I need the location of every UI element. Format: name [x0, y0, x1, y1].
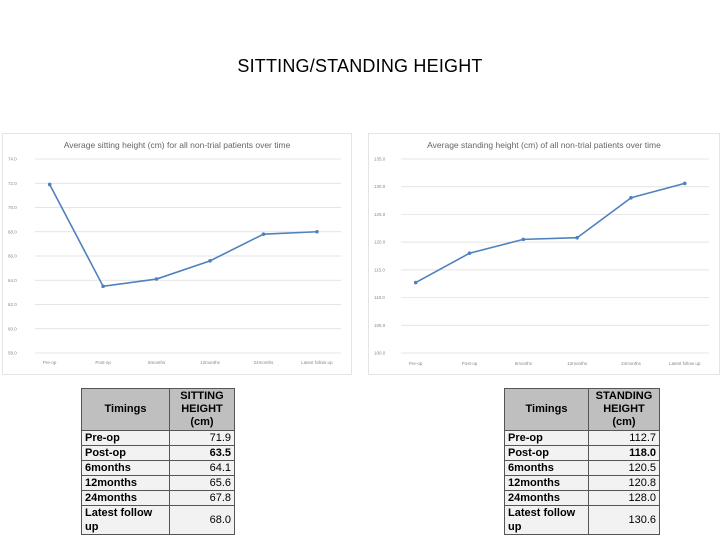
- row-value: 128.0: [588, 490, 660, 506]
- table-row: Latest follow up 68.0: [81, 505, 235, 535]
- x-tick-label: 12months: [200, 360, 221, 365]
- row-value: 68.0: [169, 505, 235, 535]
- row-value: 118.0: [588, 445, 660, 461]
- table-row: 24months 128.0: [504, 490, 660, 506]
- y-tick-label: 70.0: [8, 205, 17, 210]
- x-tick-label: Post-op: [462, 361, 478, 366]
- row-value: 120.8: [588, 475, 660, 491]
- data-point: [47, 182, 52, 187]
- x-tick-label: 24months: [254, 360, 275, 365]
- data-point: [682, 181, 687, 186]
- table-header-sitting-height: SITTING HEIGHT (cm): [169, 388, 235, 431]
- row-label: Latest follow up: [81, 505, 170, 535]
- table-row: Pre-op 71.9: [81, 430, 235, 446]
- x-tick-label: 24months: [621, 361, 642, 366]
- row-value: 63.5: [169, 445, 235, 461]
- x-tick-label: 6months: [148, 360, 166, 365]
- slide-title: SITTING/STANDING HEIGHT: [237, 56, 483, 76]
- y-tick-label: 64.0: [8, 278, 17, 283]
- y-tick-label: 105.0: [374, 323, 386, 328]
- y-tick-label: 58.0: [8, 351, 17, 356]
- data-point: [575, 235, 579, 240]
- row-value: 64.1: [169, 460, 235, 476]
- table-header-timings: Timings: [504, 388, 589, 431]
- row-label: 6months: [504, 460, 589, 476]
- row-label: 6months: [81, 460, 170, 476]
- header-line: SITTING: [180, 390, 224, 402]
- table-row: 12months 120.8: [504, 475, 660, 491]
- x-tick-label: Latest follow up: [301, 360, 333, 365]
- y-tick-label: 110.0: [374, 295, 385, 300]
- y-tick-label: 62.0: [8, 302, 17, 307]
- chart-title: Average standing height (cm) of all non-…: [427, 140, 661, 150]
- table-row: 6months 64.1: [81, 460, 235, 476]
- row-label: Latest follow up: [504, 505, 589, 535]
- data-point: [101, 284, 105, 289]
- x-tick-label: Post-op: [95, 360, 111, 365]
- y-tick-label: 120.0: [374, 240, 386, 245]
- standing-height-chart: Average standing height (cm) of all non-…: [368, 133, 720, 375]
- sitting-height-table: Timings SITTING HEIGHT (cm) Pre-op 71.9 P…: [81, 388, 235, 535]
- table-row: Latest follow up 130.6: [504, 505, 660, 535]
- y-tick-label: 66.0: [8, 254, 17, 259]
- y-tick-label: 60.0: [8, 326, 17, 331]
- y-tick-label: 100.0: [374, 351, 386, 356]
- data-point: [315, 229, 319, 234]
- x-tick-label: Pre-op: [409, 361, 423, 366]
- row-label: 24months: [504, 490, 589, 506]
- table-row: 6months 120.5: [504, 460, 660, 476]
- row-label: Pre-op: [504, 430, 589, 446]
- row-value: 120.5: [588, 460, 660, 476]
- header-line: HEIGHT: [181, 403, 223, 415]
- chart-svg: Average standing height (cm) of all non-…: [374, 140, 709, 366]
- sitting-height-chart: Average sitting height (cm) for all non-…: [2, 133, 352, 375]
- row-value: 67.8: [169, 490, 235, 506]
- row-label: 24months: [81, 490, 170, 506]
- table-row: Post-op 63.5: [81, 445, 235, 461]
- data-point: [261, 232, 266, 236]
- data-point: [208, 259, 212, 263]
- table-row: 12months 65.6: [81, 475, 235, 491]
- row-label: Pre-op: [81, 430, 170, 446]
- table-header-standing-height: STANDING HEIGHT (cm): [588, 388, 660, 431]
- chart-svg: Average sitting height (cm) for all non-…: [8, 140, 341, 365]
- table-row: Pre-op 112.7: [504, 430, 660, 446]
- x-tick-label: 12months: [567, 361, 588, 366]
- series-line: [415, 182, 685, 284]
- row-label: 12months: [504, 475, 589, 491]
- y-tick-label: 72.0: [8, 181, 17, 186]
- series-line: [48, 184, 317, 288]
- table-row: 24months 67.8: [81, 490, 235, 506]
- x-tick-label: Pre-op: [43, 360, 57, 365]
- table-header-timings: Timings: [81, 388, 170, 431]
- standing-height-table: Timings STANDING HEIGHT (cm) Pre-op 112.7…: [504, 388, 660, 535]
- y-tick-label: 115.0: [374, 267, 385, 272]
- row-value: 130.6: [588, 505, 660, 535]
- header-line: STANDING: [595, 390, 653, 402]
- header-line: (cm): [190, 416, 214, 428]
- row-label: Post-op: [81, 445, 170, 461]
- data-point: [413, 280, 418, 285]
- y-tick-label: 135.0: [374, 157, 386, 162]
- row-value: 65.6: [169, 475, 235, 491]
- data-point: [154, 277, 159, 281]
- header-line: HEIGHT: [603, 403, 645, 415]
- x-tick-label: Latest follow up: [669, 361, 701, 366]
- row-value: 71.9: [169, 430, 235, 446]
- table-row: Post-op 118.0: [504, 445, 660, 461]
- data-point: [467, 251, 472, 256]
- y-tick-label: 130.0: [374, 184, 386, 189]
- row-value: 112.7: [588, 430, 660, 446]
- data-point: [521, 237, 526, 242]
- y-tick-label: 125.0: [374, 212, 386, 217]
- row-label: 12months: [81, 475, 170, 491]
- y-tick-label: 68.0: [8, 229, 17, 234]
- y-tick-label: 74.0: [8, 157, 17, 162]
- row-label: Post-op: [504, 445, 589, 461]
- x-tick-label: 6months: [515, 361, 533, 366]
- chart-title: Average sitting height (cm) for all non-…: [64, 140, 291, 150]
- header-line: (cm): [612, 416, 636, 428]
- data-point: [629, 196, 633, 200]
